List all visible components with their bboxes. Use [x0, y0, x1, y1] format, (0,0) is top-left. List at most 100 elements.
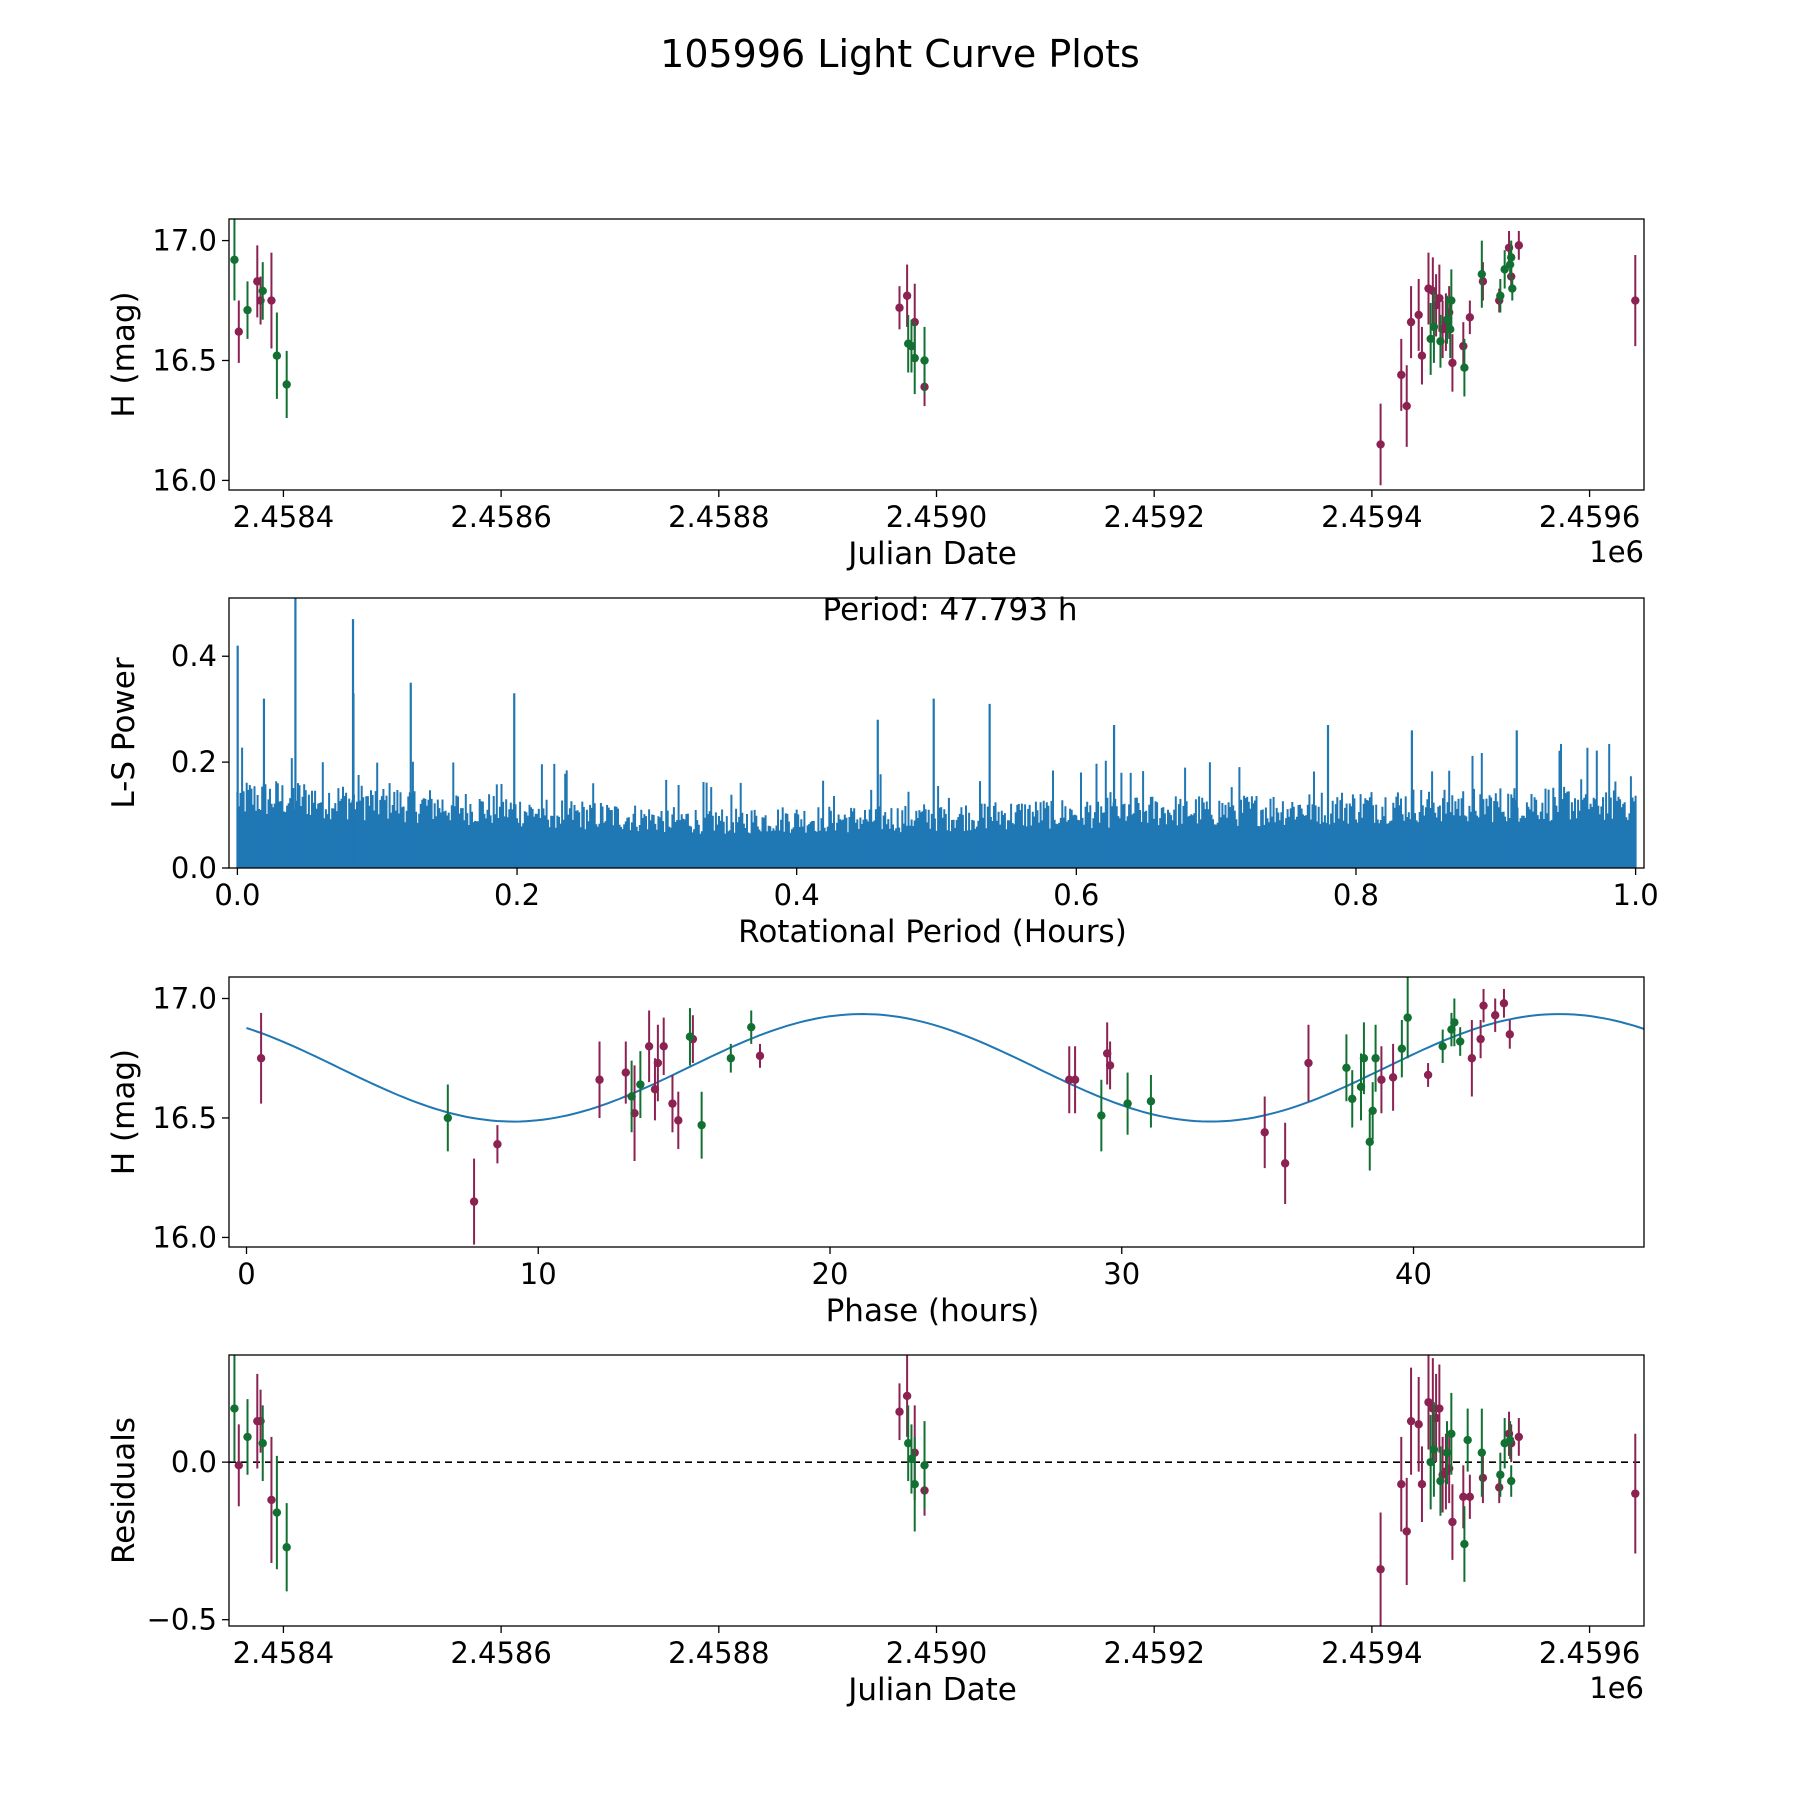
x-tick-label: 10 [520, 1257, 557, 1291]
x-tick-label: 0 [237, 1257, 255, 1291]
data-point [267, 296, 276, 305]
data-point [230, 255, 239, 264]
y-axis-label: L-S Power [106, 657, 142, 808]
data-point [1105, 1061, 1115, 1070]
data-point [755, 1051, 765, 1061]
data-point [595, 1075, 604, 1084]
data-point [1428, 286, 1438, 296]
data-point [907, 341, 916, 351]
data-point [1476, 1034, 1485, 1044]
data-point [1397, 1479, 1406, 1489]
data-point [1397, 370, 1406, 380]
data-point [1514, 1432, 1524, 1442]
x-tick-label: 2.4588 [668, 500, 769, 534]
data-point [1450, 1018, 1459, 1027]
periodogram-power-line [236, 744, 1637, 868]
data-point [1447, 296, 1456, 305]
data-point [1260, 1128, 1269, 1137]
data-point [902, 1391, 912, 1401]
x-axis-label: Rotational Period (Hours) [738, 914, 1127, 950]
data-point [1465, 313, 1475, 322]
data-point [1631, 296, 1640, 305]
data-point [258, 286, 267, 296]
data-point [1377, 1075, 1386, 1084]
y-tick-label: 16.0 [152, 463, 217, 497]
data-point [1505, 1030, 1514, 1039]
data-point [1435, 293, 1444, 303]
data-point [1304, 1058, 1313, 1068]
axes-frame [228, 218, 1645, 491]
x-tick-label: 0.0 [214, 878, 260, 912]
y-tick-label: 17.0 [152, 982, 217, 1016]
x-tick-label: 2.4594 [1321, 1636, 1422, 1670]
x-offset-label: 1e6 [1589, 1671, 1644, 1705]
data-point [1065, 1075, 1074, 1084]
data-point [1460, 363, 1469, 372]
x-tick-label: 2.4586 [450, 1636, 551, 1670]
x-tick-label: 2.4584 [233, 500, 334, 534]
x-tick-label: 30 [1103, 1257, 1140, 1291]
data-point [469, 1197, 479, 1206]
data-point [910, 1479, 919, 1489]
data-point [1507, 253, 1516, 262]
y-tick-label: 0.0 [171, 1445, 217, 1479]
data-point [1368, 1106, 1377, 1116]
data-point [1495, 1483, 1504, 1492]
x-tick-label: 2.4590 [886, 500, 987, 534]
y-tick-label: 0.0 [171, 851, 217, 885]
data-point [1146, 1097, 1156, 1106]
data-point [1123, 1099, 1132, 1108]
data-point [1459, 341, 1468, 351]
x-tick-label: 0.6 [1053, 878, 1099, 912]
data-point [653, 1058, 663, 1068]
data-point [1505, 1435, 1515, 1445]
x-tick-label: 2.4588 [668, 1636, 769, 1670]
data-point [668, 1099, 677, 1108]
data-point [272, 1508, 282, 1517]
x-tick-label: 2.4584 [233, 1636, 334, 1670]
data-point [1097, 1111, 1106, 1120]
plot-area [230, 219, 1640, 486]
x-axis-label: Julian Date [846, 536, 1017, 572]
data-point [1460, 1539, 1469, 1549]
x-tick-label: 2.4596 [1539, 500, 1640, 534]
data-point [1436, 1476, 1445, 1486]
data-point [1477, 1448, 1487, 1457]
data-point [1438, 1042, 1447, 1051]
x-offset-label: 1e6 [1589, 535, 1644, 569]
data-point [493, 1140, 502, 1149]
data-point [1359, 1054, 1369, 1063]
x-tick-label: 2.4586 [450, 500, 551, 534]
data-point [697, 1120, 706, 1130]
axes-frame [228, 597, 1645, 869]
data-point [902, 291, 912, 300]
data-point [253, 277, 262, 286]
data-point [1507, 1476, 1516, 1486]
data-point [1448, 358, 1457, 368]
data-point [234, 1461, 243, 1470]
data-point [272, 351, 282, 360]
data-point [1478, 277, 1488, 286]
y-tick-label: 16.5 [152, 343, 217, 377]
data-point [1455, 1037, 1465, 1046]
data-point [644, 1042, 654, 1051]
data-point [1280, 1159, 1290, 1168]
data-point [1406, 317, 1416, 327]
plot-area [236, 598, 1637, 868]
y-tick-label: −0.5 [147, 1603, 217, 1637]
data-point [1459, 1492, 1468, 1502]
figure-title: 105996 Light Curve Plots [660, 32, 1140, 76]
x-tick-label: 40 [1395, 1257, 1432, 1291]
data-point [1348, 1094, 1357, 1104]
data-point [1426, 334, 1435, 344]
data-point [1406, 1416, 1416, 1426]
x-tick-label: 2.4590 [886, 1636, 987, 1670]
data-point [1447, 1429, 1456, 1438]
axes-frame [228, 976, 1645, 1248]
x-tick-label: 20 [812, 1257, 849, 1291]
data-point [1508, 284, 1517, 293]
x-tick-label: 2.4592 [1103, 1636, 1204, 1670]
y-axis-label: H (mag) [106, 1049, 142, 1175]
plot-area [229, 1355, 1644, 1626]
